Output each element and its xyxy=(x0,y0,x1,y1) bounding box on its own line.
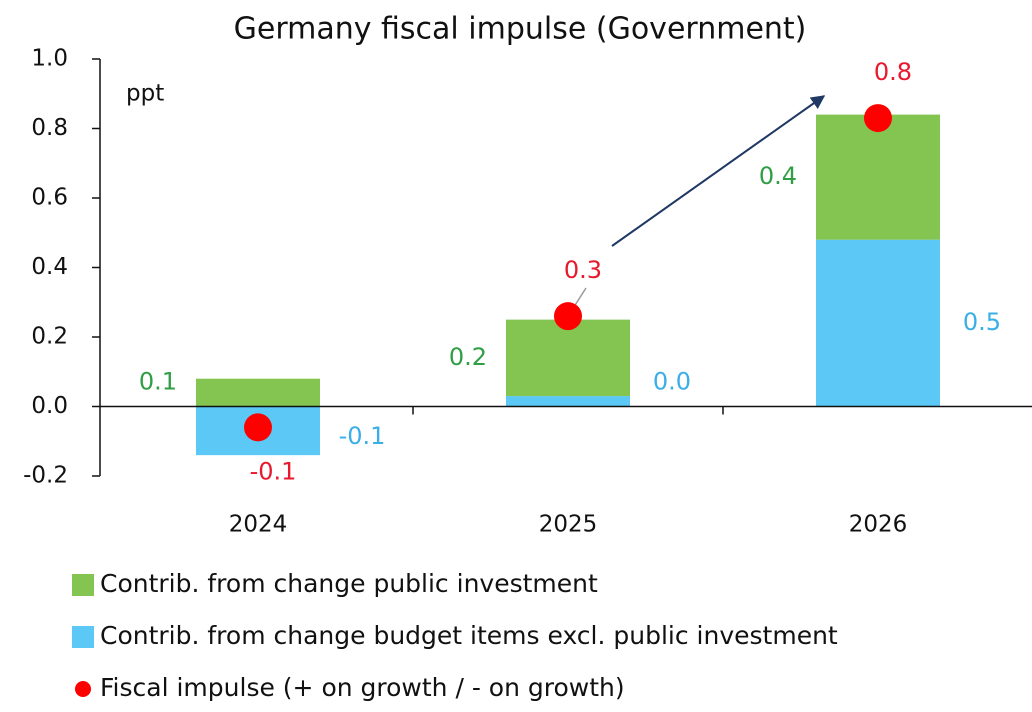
x-tick-label: 2024 xyxy=(229,512,288,538)
y-tick-label: 0.6 xyxy=(31,185,68,211)
x-tick-label: 2026 xyxy=(849,512,908,538)
dot xyxy=(554,302,582,331)
legend-swatch xyxy=(72,626,94,648)
y-tick-label: -0.2 xyxy=(23,463,68,489)
bar-segment xyxy=(506,319,630,397)
dot-label: 0.8 xyxy=(874,58,912,86)
legend-swatch xyxy=(72,574,94,596)
dot xyxy=(864,104,892,133)
legend-label: Fiscal impulse (+ on growth / - on growt… xyxy=(100,673,625,702)
dot xyxy=(244,413,272,442)
data-label: -0.1 xyxy=(339,422,386,450)
bar-segment xyxy=(816,239,940,407)
y-tick-label: 0.0 xyxy=(31,393,68,419)
data-label: 0.4 xyxy=(759,162,797,190)
data-label: 0.5 xyxy=(963,308,1001,336)
y-tick-label: 1.0 xyxy=(31,46,68,72)
legend-label: Contrib. from change public investment xyxy=(100,569,598,598)
legend-swatch xyxy=(75,681,91,697)
y-tick-label: 0.8 xyxy=(31,115,68,141)
bar-segment xyxy=(196,378,320,407)
data-label: 0.0 xyxy=(653,368,691,396)
dot-label: 0.3 xyxy=(564,256,602,284)
legend-label: Contrib. from change budget items excl. … xyxy=(100,621,838,650)
chart-title: Germany fiscal impulse (Government) xyxy=(234,12,807,47)
y-tick-label: 0.4 xyxy=(31,254,68,280)
bar-segment xyxy=(816,114,940,240)
trend-arrow xyxy=(611,95,826,247)
x-tick-label: 2025 xyxy=(539,512,598,538)
unit-label: ppt xyxy=(126,81,164,107)
data-label: 0.1 xyxy=(139,368,177,396)
data-label: 0.2 xyxy=(449,343,487,371)
y-tick-label: 0.2 xyxy=(31,324,68,350)
bar-segment xyxy=(506,396,630,407)
dot-label: -0.1 xyxy=(250,457,297,485)
